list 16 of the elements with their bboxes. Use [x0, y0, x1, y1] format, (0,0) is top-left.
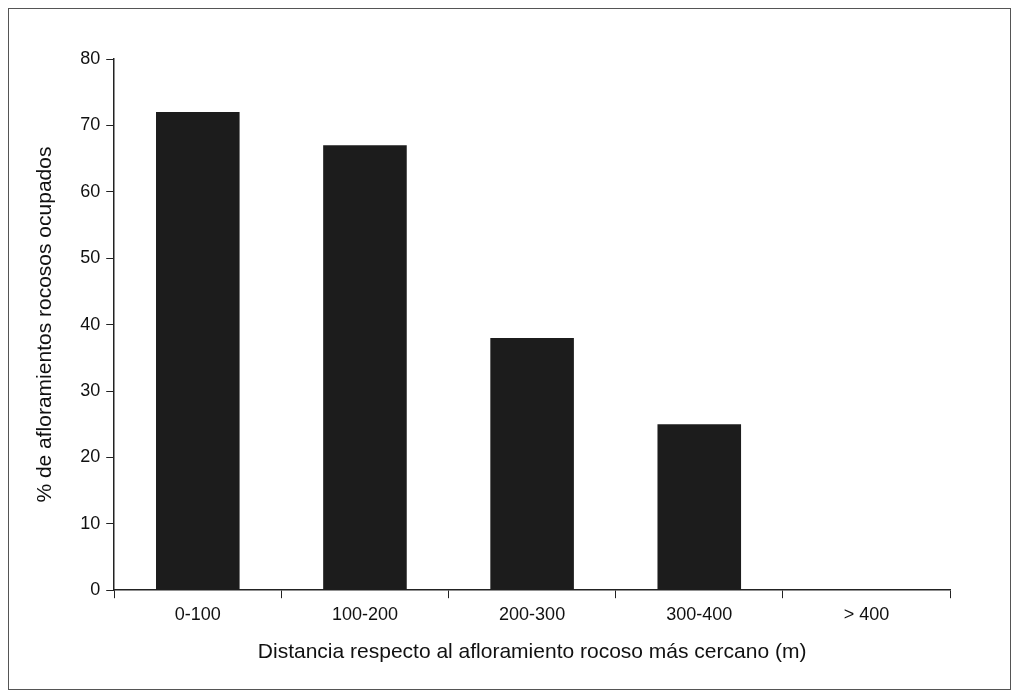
- y-tick-label: 70: [80, 114, 101, 135]
- x-tick-label: 300-400: [666, 603, 733, 624]
- x-tick-label: 0-100: [174, 603, 221, 624]
- x-tick-label: 200-300: [499, 603, 566, 624]
- y-tick-label: 20: [80, 446, 101, 467]
- y-tick-label: 60: [80, 180, 101, 201]
- y-tick-label: 10: [80, 512, 101, 533]
- y-tick-label: 40: [80, 313, 101, 334]
- x-axis-title: Distancia respecto al afloramiento rocoso más cercano (m): [257, 639, 807, 663]
- x-tick-label: > 400: [843, 603, 890, 624]
- y-tick-label: 30: [80, 379, 101, 400]
- x-tick-label: 100-200: [331, 603, 398, 624]
- y-axis-title: % de afloramientos rocosos ocupados: [32, 146, 56, 503]
- y-tick-label: 50: [80, 247, 101, 268]
- y-tick-label: 0: [90, 579, 101, 600]
- y-tick-label: 80: [80, 47, 101, 68]
